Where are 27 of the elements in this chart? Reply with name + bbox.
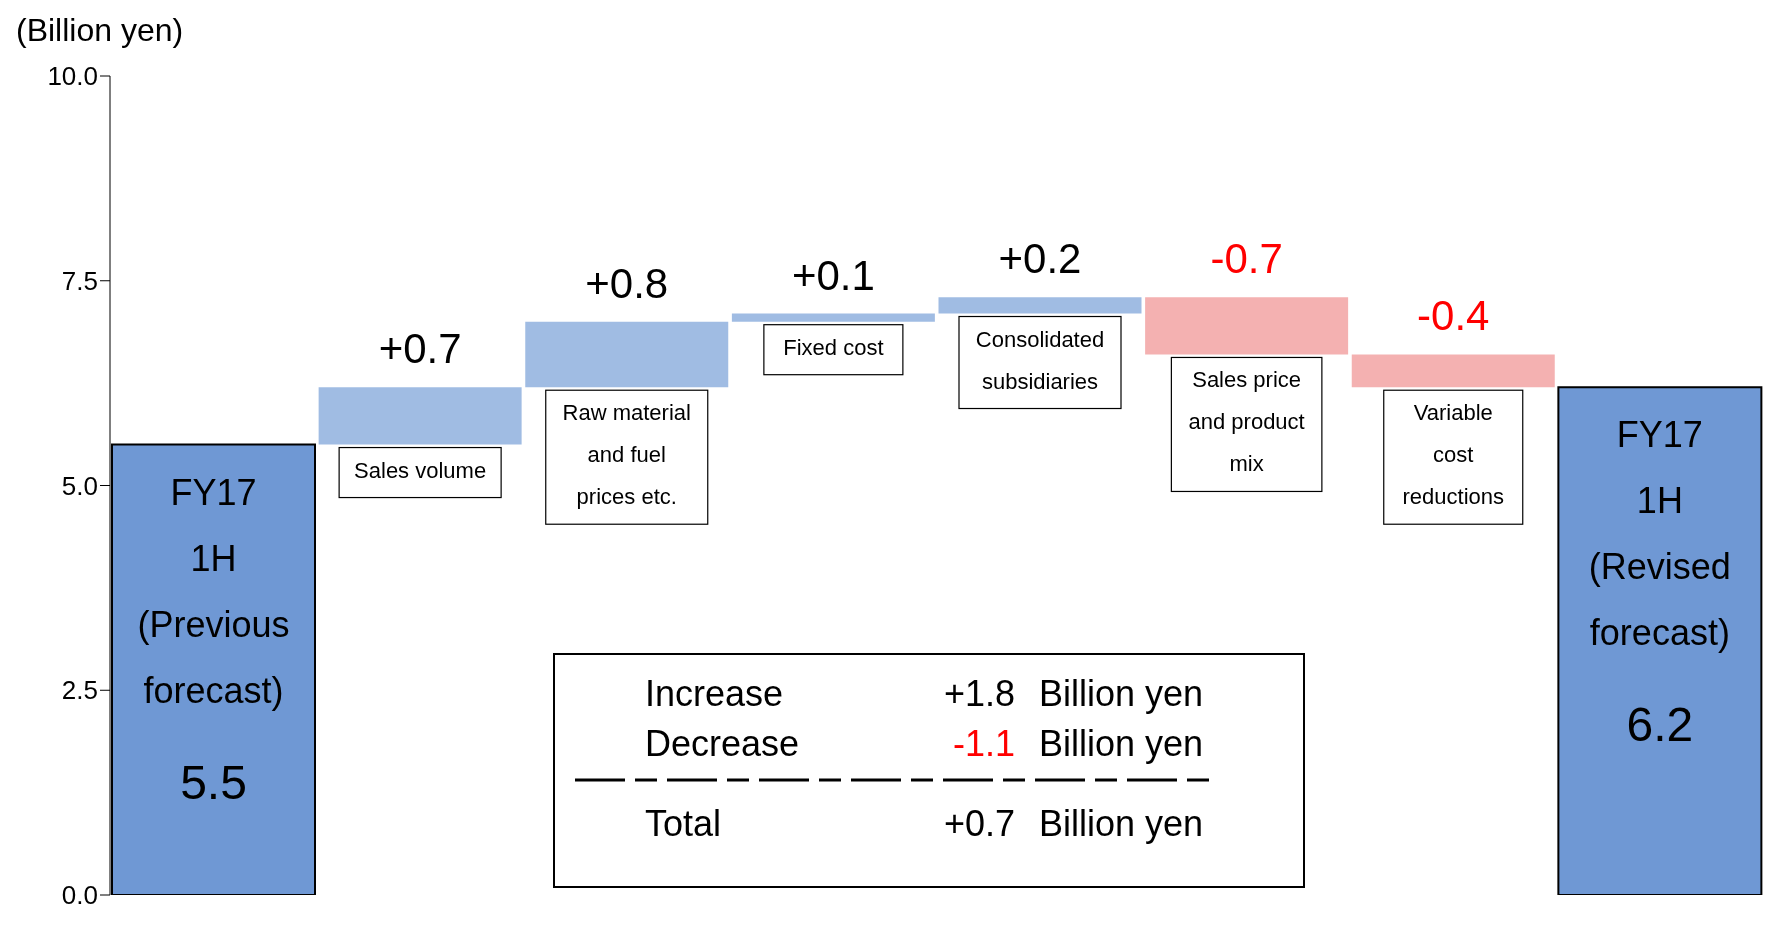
data-label: 6.2	[1626, 698, 1694, 752]
bar	[731, 313, 935, 322]
bar	[1557, 386, 1763, 895]
y-tick-label: 10.0	[47, 61, 98, 92]
x-tick-label: FY17 1H (Revised forecast)	[1588, 414, 1731, 654]
y-axis-title: (Billion yen)	[16, 12, 184, 49]
bar	[938, 297, 1142, 314]
text-box: Increase +1.8 Billion yen Decrease -1.1 Billion yen Total +0.7 Billion yen	[553, 653, 1305, 888]
bar	[1351, 354, 1555, 388]
x-tick-label: Fixed cost	[783, 334, 884, 360]
data-label: -0.7	[1210, 235, 1283, 283]
data-label: -0.4	[1417, 292, 1490, 340]
y-tick-label: 5.0	[61, 470, 98, 501]
x-tick-label: Sales price and product mix	[1188, 367, 1305, 477]
y-tick-label: 7.5	[61, 265, 98, 296]
x-tick-label: Sales volume	[354, 457, 487, 483]
data-label: +0.1	[791, 251, 875, 299]
x-tick-label: Variable cost reductions	[1402, 400, 1505, 510]
data-label: +0.2	[998, 235, 1082, 283]
x-tick-label: Consolidated subsidiaries	[975, 326, 1105, 394]
x-tick-label: FY17 1H (Previous forecast)	[137, 471, 290, 711]
data-label: +0.8	[585, 259, 669, 307]
x-tick-label: Raw material and fuel prices etc.	[562, 400, 691, 510]
data-label: +0.7	[378, 325, 462, 373]
data-label: 5.5	[180, 755, 247, 809]
y-tick-label: 0.0	[61, 880, 98, 911]
y-tick-label: 2.5	[61, 675, 98, 706]
